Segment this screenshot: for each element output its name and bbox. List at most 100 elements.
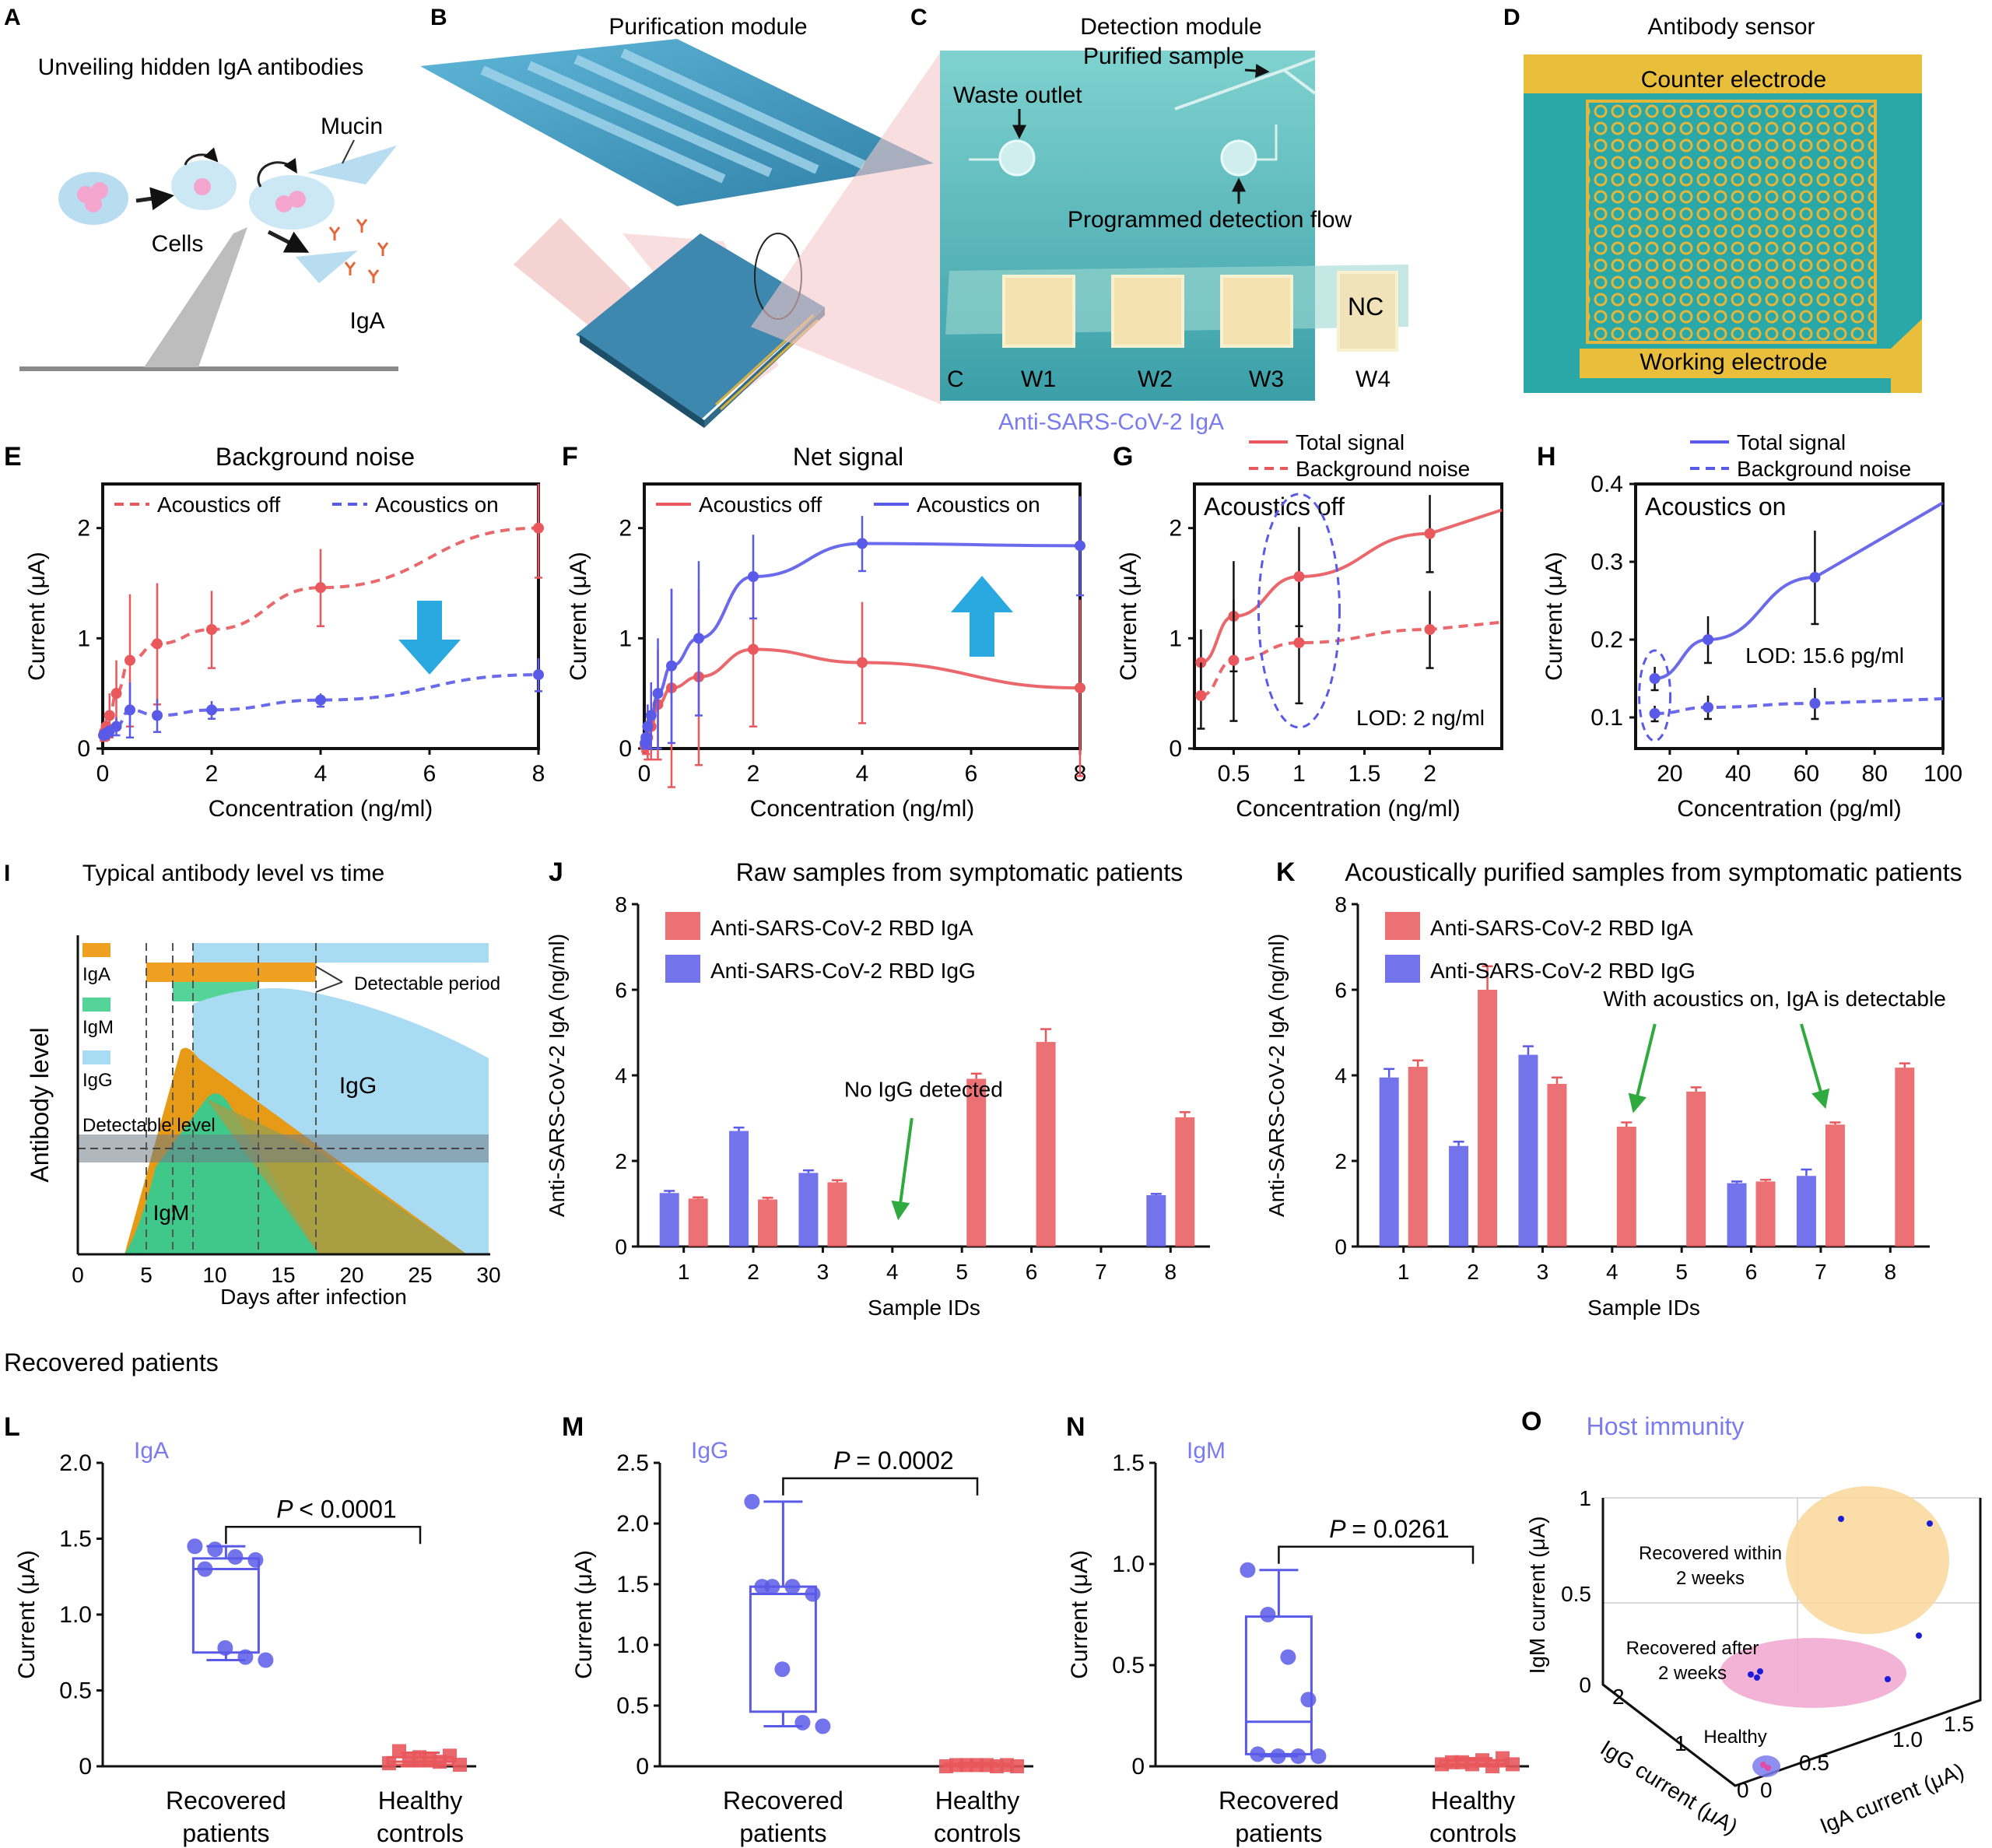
- panel-i: I Typical antibody level vs time IgA IgM…: [4, 861, 501, 1309]
- label-within-1: Recovered within: [1639, 1543, 1782, 1564]
- data-point: [237, 1649, 254, 1665]
- iga-tick: 0.5: [1799, 1751, 1829, 1775]
- data-point: [784, 1579, 801, 1595]
- panel-letter: I: [4, 861, 10, 886]
- data-point: [1424, 528, 1436, 539]
- category-label: Healthy controls: [377, 1787, 464, 1847]
- data-point: [1228, 654, 1240, 666]
- data-point: [640, 731, 652, 743]
- x-tick-label: 80: [1862, 761, 1888, 787]
- data-point: [970, 1758, 984, 1773]
- data-point: [227, 1548, 244, 1565]
- iga-period-bar: [146, 963, 316, 982]
- legend-igm: IgM: [82, 1017, 114, 1038]
- y-tick-label: 2.5: [616, 1450, 649, 1476]
- chart-l: 0 0.5 1.0 1.5 2.0 Current (μA) IgA Recovered pat…: [14, 1438, 476, 1847]
- data-point: [1424, 624, 1436, 635]
- y-tick-label: 1.0: [1112, 1552, 1145, 1577]
- igg-period-bar: [193, 943, 489, 963]
- p-value-text: < 0.0001: [299, 1495, 396, 1523]
- data-point: [315, 582, 326, 594]
- chart-n: 0 0.5 1.0 1.5 Current (μA) IgM Recovered patien…: [1067, 1438, 1529, 1847]
- box: [1244, 1615, 1313, 1755]
- x-tick-label: 20: [1657, 761, 1682, 787]
- x-tick-label: 0.5: [1218, 761, 1250, 787]
- label-cells: Cells: [152, 231, 204, 257]
- x-tick-label: 6: [423, 761, 437, 787]
- legend-swatch: [665, 912, 700, 940]
- axis-xlabel: Concentration (ng/ml): [209, 796, 433, 822]
- label-igm-area: IgM: [153, 1201, 190, 1225]
- bar: [758, 1199, 778, 1247]
- bar: [659, 1193, 679, 1247]
- x-tick-label: 2: [1467, 1260, 1479, 1284]
- data-point: [533, 522, 544, 534]
- label-detectable-level: Detectable level: [82, 1115, 216, 1136]
- legend-label: Total signal: [1296, 430, 1405, 454]
- lod-annotation: LOD: 15.6 pg/ml: [1745, 643, 1904, 668]
- data-point: [1293, 637, 1305, 648]
- legend-label: Background noise: [1296, 457, 1470, 481]
- group-within-2-weeks: [1786, 1486, 1949, 1634]
- bar: [1449, 1145, 1469, 1247]
- data-point: [1649, 708, 1661, 719]
- data-point: [258, 1652, 274, 1668]
- axis-ylabel: Current (μA): [571, 1550, 597, 1679]
- data-point: [748, 571, 759, 582]
- electrode-w4: W4: [1355, 366, 1391, 392]
- bar: [1755, 1181, 1776, 1247]
- annotation: With acoustics on, IgA is detectable: [1603, 987, 1945, 1011]
- panel-letter: L: [4, 1412, 20, 1442]
- data-point: [774, 1661, 791, 1678]
- down-arrow-icon: [398, 601, 461, 675]
- bar: [827, 1182, 847, 1247]
- green-arrow-icon: [891, 1117, 914, 1221]
- panel-letter: K: [1276, 857, 1296, 887]
- y-tick-label: 1.0: [616, 1632, 649, 1658]
- x-tick-label: 4: [314, 761, 328, 787]
- chart-title: Acoustics off: [1204, 493, 1345, 521]
- bar: [1895, 1068, 1915, 1247]
- label-counter-electrode: Counter electrode: [1641, 67, 1826, 93]
- plot-frame: [1193, 482, 1503, 750]
- data-point: [1703, 702, 1714, 713]
- data-point: [197, 1561, 213, 1577]
- data-point: [1445, 1755, 1459, 1769]
- igg-tick: 0: [1737, 1778, 1749, 1802]
- label-detectable-period: Detectable period: [354, 973, 500, 994]
- data-point: [857, 538, 868, 549]
- label-healthy: Healthy: [1703, 1727, 1766, 1748]
- data-point: [124, 654, 135, 666]
- x-tick-label: 1: [1292, 761, 1306, 787]
- y-tick-label: 0: [619, 736, 632, 762]
- data-point: [124, 704, 135, 716]
- axis-ylabel: Anti-SARS-CoV-2 IgA (ng/ml): [1264, 934, 1289, 1217]
- data-point: [217, 1639, 233, 1656]
- data-point: [206, 624, 217, 635]
- y-tick-label: 2: [615, 1149, 627, 1173]
- data-point: [392, 1744, 406, 1759]
- p-value-text: = 0.0002: [856, 1446, 953, 1475]
- x-tick-label: 8: [1165, 1260, 1177, 1284]
- series-line: [1654, 697, 1944, 715]
- label-programmed-flow: Programmed detection flow: [1068, 207, 1352, 233]
- electrode-c: C: [947, 366, 964, 392]
- panel-title: Typical antibody level vs time: [82, 861, 385, 886]
- panel-title: Host immunity: [1587, 1412, 1745, 1440]
- axis-xlabel: Days after infection: [220, 1285, 407, 1309]
- x-tick-label: 100: [1924, 761, 1962, 787]
- significance-bracket: [782, 1477, 979, 1496]
- y-tick-label: 0.5: [59, 1678, 92, 1704]
- y-tick-label: 2: [1334, 1149, 1347, 1173]
- bar: [1727, 1183, 1747, 1247]
- axis-xlabel: Concentration (ng/ml): [1236, 796, 1460, 822]
- lod-highlight: [1638, 649, 1672, 742]
- bar: [1825, 1124, 1845, 1247]
- panel-letter: F: [562, 442, 578, 472]
- epithelium-shape: [144, 227, 247, 367]
- igg-tick: 2: [1612, 1685, 1625, 1709]
- x-tick-label: 8: [532, 761, 545, 787]
- iga-tick: 0: [1760, 1778, 1773, 1802]
- x-tick-label: 4: [856, 761, 869, 787]
- category-label: Recovered patients: [166, 1787, 286, 1847]
